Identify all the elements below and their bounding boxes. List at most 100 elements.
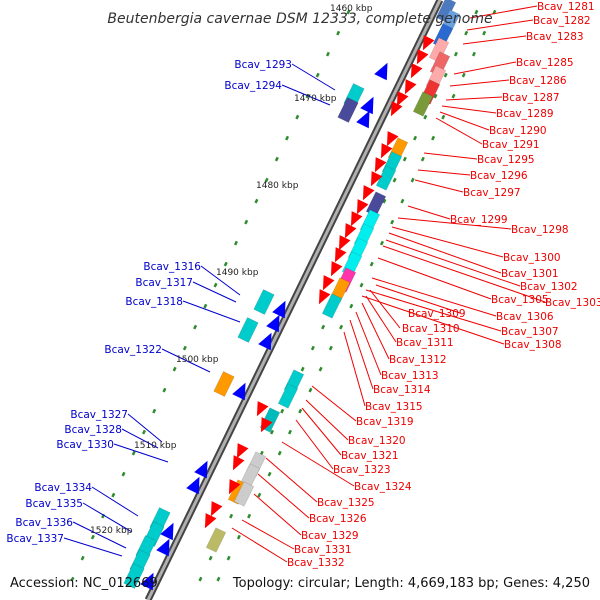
gene-label-bcav-1283[interactable]: Bcav_1283 [526,31,584,43]
gene-minus-arrow [374,62,388,81]
gene-label-bcav-1319[interactable]: Bcav_1319 [356,416,414,428]
gene-plus-arrow [404,79,417,95]
gene-label-bcav-1329[interactable]: Bcav_1329 [301,530,359,542]
gene-plus-arrow [228,479,241,495]
gene-plus-arrow [370,171,383,187]
leader-line [113,443,169,463]
gene-plus-block [412,91,434,117]
tick-dot [325,51,330,57]
gene-label-bcav-1281[interactable]: Bcav_1281 [537,1,595,13]
tick-dot [308,387,313,393]
gene-label-bcav-1316[interactable]: Bcav_1316 [143,261,201,273]
gene-label-bcav-1293[interactable]: Bcav_1293 [234,59,292,71]
gene-label-bcav-1330[interactable]: Bcav_1330 [56,439,114,451]
gene-label-bcav-1318[interactable]: Bcav_1318 [125,296,183,308]
gene-label-bcav-1303[interactable]: Bcav_1303 [545,297,600,309]
kbp-label-1460: 1460 kbp [330,4,373,14]
gene-label-bcav-1308[interactable]: Bcav_1308 [504,339,562,351]
gene-minus-arrow [272,300,286,319]
gene-label-bcav-1311[interactable]: Bcav_1311 [396,337,454,349]
leader-line [365,295,397,343]
leader-line [281,441,355,487]
gene-minus-arrow [258,332,272,351]
gene-label-bcav-1317[interactable]: Bcav_1317 [135,277,193,289]
tick-dot [451,93,456,99]
gene-label-bcav-1287[interactable]: Bcav_1287 [502,92,560,104]
tick-dot [287,429,292,435]
gene-label-bcav-1285[interactable]: Bcav_1285 [516,57,574,69]
gene-label-bcav-1299[interactable]: Bcav_1299 [450,214,508,226]
gene-label-bcav-1310[interactable]: Bcav_1310 [402,323,460,335]
gene-label-bcav-1314[interactable]: Bcav_1314 [373,384,431,396]
gene-label-bcav-1324[interactable]: Bcav_1324 [354,481,412,493]
map-title: Beutenbergia cavernae DSM 12333, complet… [107,11,492,27]
leader-line [441,105,497,114]
gene-label-bcav-1300[interactable]: Bcav_1300 [503,252,561,264]
gene-label-bcav-1286[interactable]: Bcav_1286 [509,75,567,87]
leader-line [241,519,295,550]
gene-label-bcav-1282[interactable]: Bcav_1282 [533,15,591,27]
gene-label-bcav-1297[interactable]: Bcav_1297 [463,187,521,199]
gene-label-bcav-1337[interactable]: Bcav_1337 [6,533,64,545]
kbp-label-1470: 1470 kbp [294,94,337,104]
gene-plus-arrow [396,91,409,107]
gene-label-bcav-1312[interactable]: Bcav_1312 [389,354,447,366]
gene-label-bcav-1309[interactable]: Bcav_1309 [408,308,466,320]
kbp-label-1490: 1490 kbp [216,268,259,278]
gene-label-bcav-1320[interactable]: Bcav_1320 [348,435,406,447]
gene-label-bcav-1289[interactable]: Bcav_1289 [496,108,554,120]
gene-label-bcav-1290[interactable]: Bcav_1290 [489,125,547,137]
leader-line [361,302,390,360]
gene-label-bcav-1335[interactable]: Bcav_1335 [25,498,83,510]
gene-label-bcav-1325[interactable]: Bcav_1325 [317,497,375,509]
leader-line [91,486,139,517]
gene-label-bcav-1322[interactable]: Bcav_1322 [104,344,162,356]
gene-label-bcav-1295[interactable]: Bcav_1295 [477,154,535,166]
leader-line [192,281,237,303]
tick-dot [152,408,157,414]
gene-label-bcav-1323[interactable]: Bcav_1323 [333,464,391,476]
leader-line [417,169,471,176]
gene-label-bcav-1321[interactable]: Bcav_1321 [341,450,399,462]
gene-label-bcav-1291[interactable]: Bcav_1291 [482,139,540,151]
kbp-label-1480: 1480 kbp [256,181,299,191]
gene-plus-arrow [386,131,399,147]
gene-label-bcav-1331[interactable]: Bcav_1331 [294,544,352,556]
gene-plus-arrow [322,275,335,291]
gene-label-bcav-1315[interactable]: Bcav_1315 [365,401,423,413]
gene-label-bcav-1332[interactable]: Bcav_1332 [287,557,345,569]
tick-dot [410,177,415,183]
gene-minus-arrow [160,522,174,541]
gene-label-bcav-1306[interactable]: Bcav_1306 [496,311,554,323]
gene-label-bcav-1302[interactable]: Bcav_1302 [520,281,578,293]
gene-label-bcav-1313[interactable]: Bcav_1313 [381,370,439,382]
gene-label-bcav-1327[interactable]: Bcav_1327 [70,409,128,421]
gene-label-bcav-1307[interactable]: Bcav_1307 [501,326,559,338]
gene-label-bcav-1336[interactable]: Bcav_1336 [15,517,73,529]
tick-dot [247,513,252,519]
gene-features [123,0,461,591]
gene-label-bcav-1296[interactable]: Bcav_1296 [470,170,528,182]
tick-dot [492,9,497,15]
tick-dot [464,30,469,36]
gene-plus-arrow [260,417,273,433]
gene-label-bcav-1334[interactable]: Bcav_1334 [34,482,92,494]
gene-label-bcav-1305[interactable]: Bcav_1305 [491,294,549,306]
gene-label-bcav-1298[interactable]: Bcav_1298 [511,224,569,236]
gene-label-bcav-1328[interactable]: Bcav_1328 [64,424,122,436]
backbone [144,0,444,600]
tick-dot [349,303,354,309]
tick-dot [310,345,315,351]
gene-label-bcav-1294[interactable]: Bcav_1294 [224,80,282,92]
tick-dot [482,30,487,36]
tick-dot [461,72,466,78]
tick-dot [423,114,428,120]
gene-label-bcav-1326[interactable]: Bcav_1326 [309,513,367,525]
gene-label-bcav-1301[interactable]: Bcav_1301 [501,268,559,280]
leader-line [385,239,521,287]
tick-dot [298,408,303,414]
gene-plus-block [321,293,343,319]
gene-minus-arrow [266,314,280,333]
tick-dot [208,555,213,561]
